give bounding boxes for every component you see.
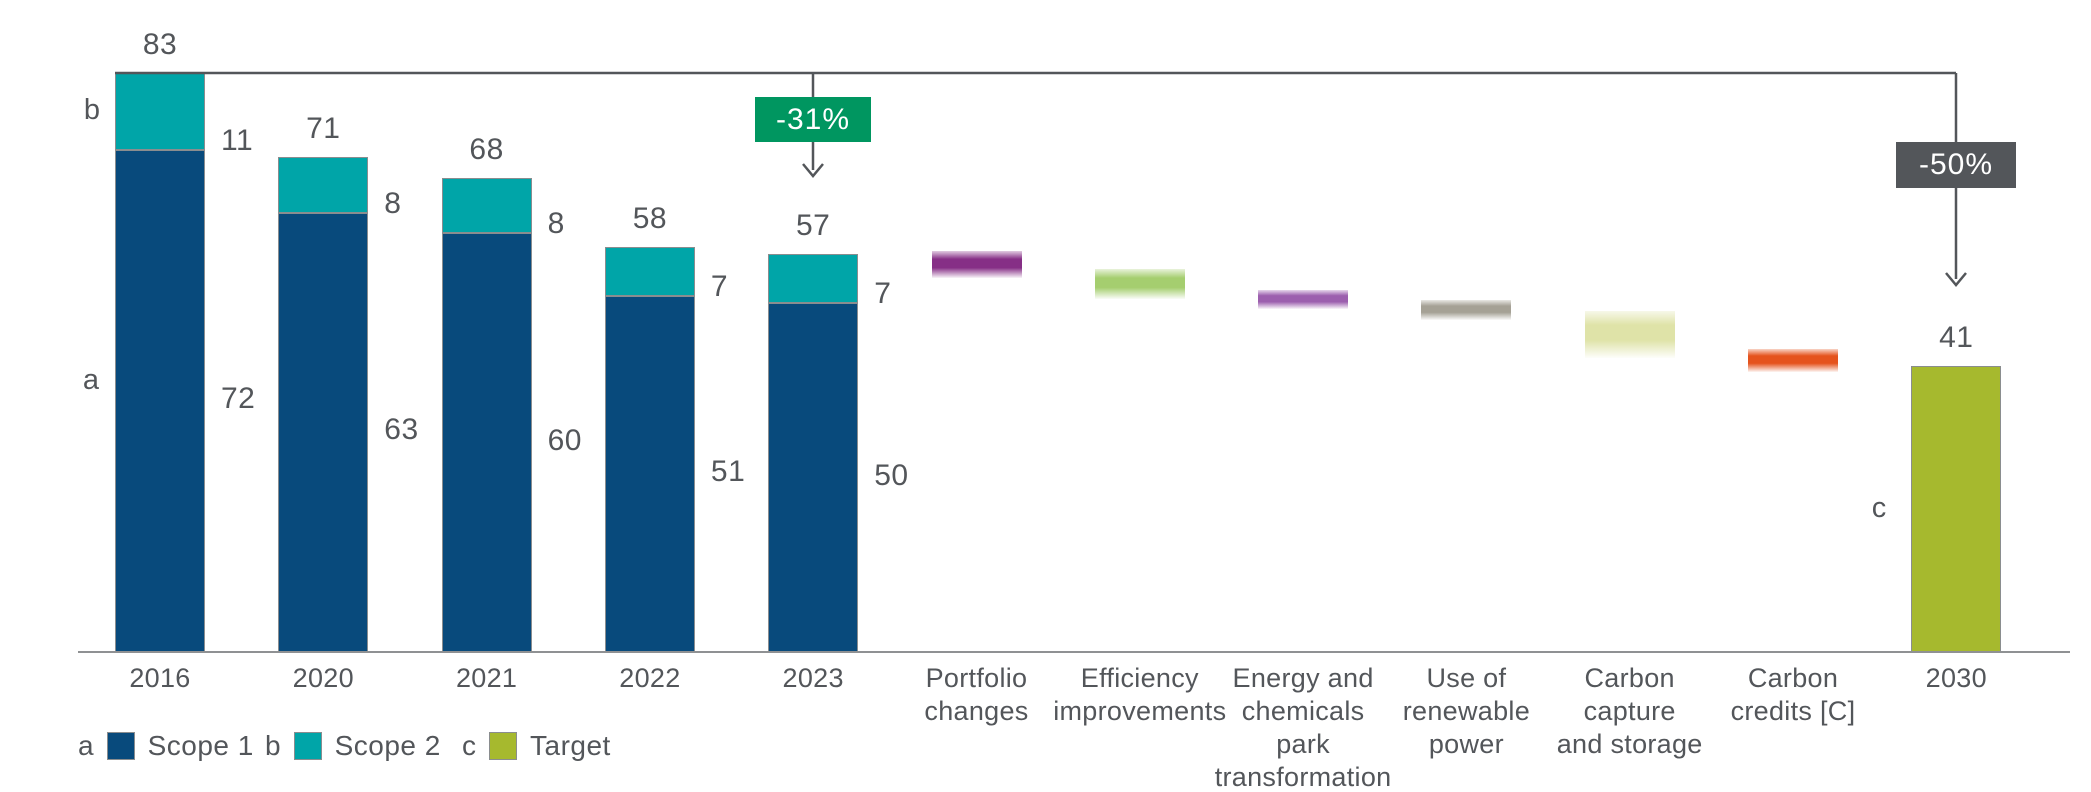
- axis-label-2022: 2022: [619, 663, 681, 693]
- legend-letter-a: a: [78, 730, 94, 761]
- bar-2020-scope2: [278, 156, 369, 213]
- axis-label-carbon-credits-c: Carbon credits [C]: [1730, 663, 1856, 726]
- axis-label-2021: 2021: [455, 663, 518, 693]
- waterfall-step-energy-and-chemicals-park-transformation: [1258, 289, 1349, 310]
- axis-label-carbon-capture-and-storage: Carbon capture and storage: [1556, 663, 1703, 759]
- value-total-2023: 57: [796, 209, 831, 243]
- legend-item-scope2: b Scope 2: [265, 730, 441, 762]
- bar-2023-scope2: [768, 254, 859, 304]
- value-scope2-2023: 7: [874, 277, 892, 311]
- bar-2022-scope2: [604, 247, 695, 297]
- bar-2016-scope2: [115, 73, 205, 150]
- legend-swatch-scope1: [106, 732, 135, 760]
- x-axis-line: [78, 651, 2070, 653]
- legend-swatch-target: [489, 732, 517, 760]
- waterfall-step-efficiency-improvements: [1094, 268, 1185, 299]
- axis-label-2020: 2020: [292, 663, 354, 693]
- value-total-2016: 83: [142, 28, 178, 61]
- axis-label-use-of-renewable-power: Use of renewable power: [1402, 663, 1531, 759]
- waterfall-step-portfolio-changes: [931, 251, 1022, 278]
- axis-label-2023: 2023: [782, 663, 844, 693]
- legend-item-scope1: a Scope 1: [78, 730, 254, 762]
- value-total-2022: 58: [632, 202, 668, 236]
- legend-letter-b: b: [265, 730, 281, 761]
- value-scope1-2016: 72: [221, 381, 256, 415]
- legend-label-scope2: Scope 2: [334, 730, 441, 761]
- legend-letter-c: c: [462, 730, 476, 761]
- value-scope2-2016: 11: [221, 123, 254, 157]
- reduction-badge-minus-50-percent: -50%: [1896, 142, 2016, 188]
- chart-letter-a: a: [82, 364, 100, 396]
- value-total-2021: 68: [469, 132, 504, 166]
- waterfall-step-use-of-renewable-power: [1421, 300, 1512, 320]
- bar-2022-scope1: [604, 296, 695, 652]
- bar-2020-scope1: [278, 212, 369, 652]
- value-scope2-2020: 8: [384, 186, 402, 220]
- axis-label-energy-and-chemicals-park-transformation: Energy and chemicals park transformation: [1214, 663, 1392, 792]
- legend-swatch-scope2: [293, 732, 322, 760]
- axis-label-portfolio-changes: Portfolio changes: [924, 663, 1029, 726]
- chart-letter-b: b: [83, 94, 101, 126]
- legend: a Scope 1 b Scope 2 c Target: [0, 730, 2091, 770]
- legend-label-target: Target: [530, 730, 611, 761]
- value-scope1-2021: 60: [547, 423, 582, 457]
- axis-label-2030: 2030: [1925, 663, 1987, 693]
- waterfall-step-carbon-credits-c: [1748, 349, 1838, 372]
- value-target-2030: 41: [1939, 320, 1974, 354]
- value-scope2-2022: 7: [710, 270, 729, 304]
- bar-2030-target: [1911, 365, 2002, 652]
- waterfall-step-carbon-capture-and-storage: [1584, 310, 1675, 359]
- axis-label-efficiency-improvements: Efficiency improvements: [1053, 663, 1227, 726]
- reduction-badge-minus-31-percent: -31%: [755, 97, 871, 142]
- bar-2021-scope2: [441, 177, 532, 234]
- value-scope1-2023: 50: [874, 458, 909, 492]
- chart-letter-c: c: [1871, 492, 1887, 524]
- legend-item-target: c Target: [462, 730, 611, 762]
- value-scope2-2021: 8: [547, 207, 565, 241]
- bar-2016-scope1: [115, 149, 205, 652]
- value-total-2020: 71: [306, 111, 341, 145]
- axis-label-2016: 2016: [129, 663, 191, 693]
- bar-2023-scope1: [768, 303, 859, 652]
- value-scope1-2022: 51: [710, 455, 746, 489]
- bar-2021-scope1: [441, 233, 532, 652]
- legend-label-scope1: Scope 1: [147, 730, 254, 761]
- value-scope1-2020: 63: [384, 413, 419, 447]
